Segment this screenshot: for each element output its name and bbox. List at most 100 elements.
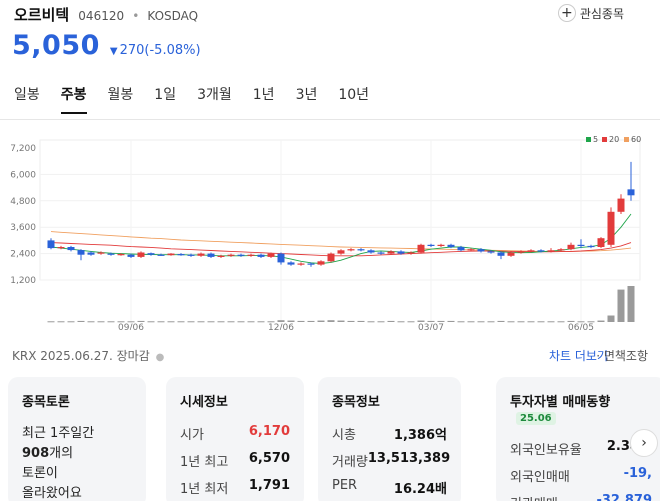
legend-swatch	[602, 137, 607, 142]
candle-body	[577, 244, 585, 246]
volume-bar	[227, 321, 235, 323]
tab-3years[interactable]: 3년	[295, 87, 318, 103]
volume-bar	[117, 321, 125, 323]
year-low-row: 1년 최저 1,791	[180, 478, 290, 497]
stock-code: 046120	[78, 9, 125, 23]
volume-bar	[587, 321, 595, 323]
volume-bar	[87, 321, 95, 323]
stock-header: 오르비텍 046120 • KOSDAQ + 관심종목	[14, 4, 654, 26]
candle-body	[377, 252, 385, 254]
candle-body	[427, 244, 435, 246]
candle-body	[257, 254, 265, 257]
candle-body	[217, 255, 225, 257]
volume-bar	[217, 321, 225, 323]
candle-body	[77, 250, 85, 255]
discussion-count: 908	[22, 446, 50, 461]
candle-body	[467, 249, 475, 251]
y-tick-label: 2,400	[10, 250, 36, 260]
x-tick-label: 09/06	[118, 323, 144, 330]
legend-swatch	[586, 137, 591, 142]
candle-body	[507, 252, 515, 256]
volume-bar	[517, 321, 525, 323]
per-row: PER 16.24배	[332, 478, 447, 497]
volume-bar	[627, 286, 635, 322]
candle-body	[297, 263, 305, 265]
volume-bar	[427, 320, 435, 322]
volume-bar	[437, 320, 445, 322]
disclaimer-link[interactable]: · 면책조항	[596, 349, 648, 363]
volume-bar	[547, 321, 555, 323]
volume-bar	[447, 320, 455, 322]
price-row: 5,050 ▼ 270(-5.08%)	[12, 30, 201, 61]
candle-body	[547, 250, 555, 252]
candle-body	[57, 247, 65, 249]
candle-body	[237, 254, 245, 256]
x-tick-label: 12/06	[268, 323, 294, 330]
volume-bar	[47, 321, 55, 323]
legend-label: 60	[631, 135, 641, 144]
volume-bar	[57, 321, 65, 323]
plus-icon: +	[557, 4, 576, 22]
volume-bar	[267, 321, 275, 323]
market-info-card[interactable]: 시세정보 시가 6,170 1년 최고 6,570 1년 최저 1,791	[166, 377, 304, 501]
foreign-trade-row: 외국인매매 -19,	[510, 466, 652, 485]
volume-bar	[537, 321, 545, 323]
volume-bar	[307, 320, 315, 322]
tab-daily[interactable]: 일봉	[14, 87, 40, 103]
candle-body	[457, 247, 465, 251]
volume-bar	[297, 320, 305, 322]
candle-body	[437, 244, 445, 246]
tab-10years[interactable]: 10년	[338, 87, 370, 103]
open-price-row: 시가 6,170	[180, 424, 290, 443]
separator-dot: •	[132, 9, 140, 23]
volume-bar	[617, 289, 625, 322]
ma60-line	[50, 231, 632, 252]
date-badge: 25.06	[516, 412, 556, 425]
status-line: KRX 2025.06.27. 장마감 ● 차트 더보기 · 면책조항	[12, 347, 648, 364]
candle-body	[607, 211, 615, 245]
volume-bar	[257, 321, 265, 323]
tab-1year[interactable]: 1년	[252, 87, 275, 103]
volume-bar	[347, 320, 355, 322]
volume-bar	[367, 321, 375, 323]
discussion-card[interactable]: 종목토론 최근 1주일간 908개의 토론이 올라왔어요	[8, 377, 146, 501]
volume-bar	[597, 320, 605, 322]
tab-1day[interactable]: 1일	[154, 87, 177, 103]
volume-bar	[167, 321, 175, 323]
volume-bar	[487, 321, 495, 323]
candle-body	[317, 261, 325, 265]
candle-body	[87, 252, 95, 255]
period-tabs: 일봉 주봉 월봉 1일 3개월 1년 3년 10년	[14, 84, 390, 114]
candle-body	[327, 253, 335, 262]
volume-bar	[287, 320, 295, 322]
tab-weekly[interactable]: 주봉	[60, 84, 87, 114]
candle-body	[207, 253, 215, 257]
x-tick-label: 03/07	[418, 323, 444, 330]
candle-body	[487, 251, 495, 253]
ma20-line	[50, 242, 632, 257]
volume-bar	[407, 321, 415, 323]
stock-info-card[interactable]: 종목정보 시총 1,386억 거래량 13,513,389 PER 16.24배	[318, 377, 461, 501]
chart-more-link[interactable]: 차트 더보기	[548, 349, 608, 363]
market-info-title: 시세정보	[180, 395, 228, 410]
candle-body	[417, 244, 425, 253]
next-arrow-icon[interactable]: ›	[630, 429, 658, 457]
volume-bar	[607, 315, 615, 322]
tab-3months[interactable]: 3개월	[197, 87, 232, 103]
volume-bar	[107, 321, 115, 323]
candle-body	[137, 252, 145, 257]
tab-monthly[interactable]: 월봉	[107, 87, 134, 103]
price-chart[interactable]: 7,200 6,000 4,800 3,600 2,400 1,200 09/06 12/06…	[0, 130, 660, 330]
x-tick-label: 06/05	[568, 323, 594, 330]
institution-trade-row: 기관매매-32,879	[510, 493, 652, 501]
favorite-button[interactable]: + 관심종목	[557, 4, 624, 22]
volume-bar	[527, 321, 535, 323]
volume-bar	[397, 321, 405, 323]
y-tick-label: 4,800	[10, 197, 36, 207]
candle-body	[347, 249, 355, 251]
candle-body	[517, 251, 525, 253]
price-change: ▼ 270(-5.08%)	[110, 43, 201, 58]
candle-body	[557, 249, 565, 251]
candle-body	[157, 254, 165, 256]
volume-bar	[237, 321, 245, 323]
